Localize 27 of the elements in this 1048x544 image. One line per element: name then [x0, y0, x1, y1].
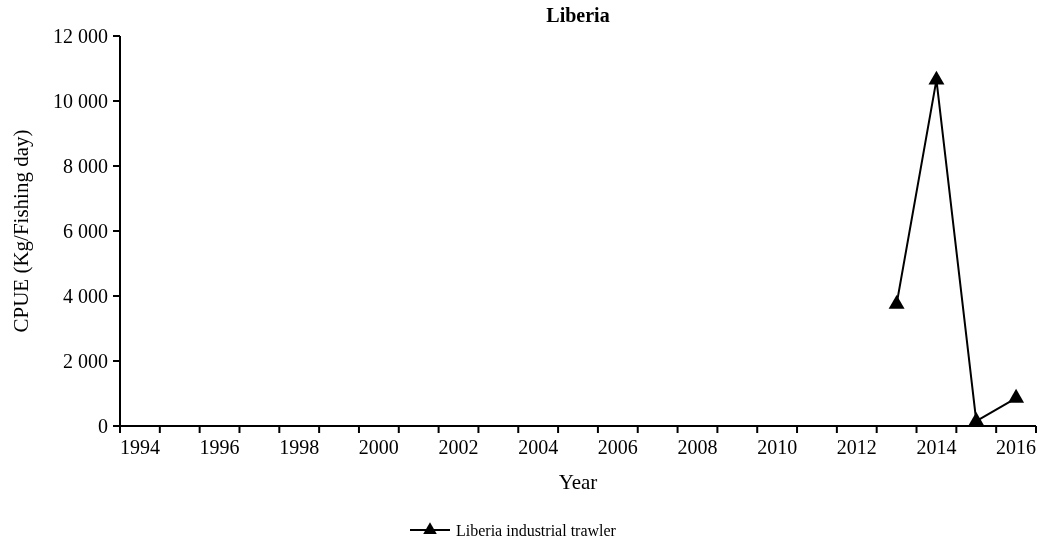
x-tick-label: 2002 [438, 436, 479, 458]
y-tick-label: 2 000 [63, 350, 108, 372]
legend-label: Liberia industrial trawler [456, 521, 617, 539]
x-tick-label: 1994 [119, 436, 160, 458]
x-tick-label: 2004 [518, 436, 559, 458]
point [888, 294, 905, 309]
x-tick-label: 2006 [597, 436, 638, 458]
x-tick-label: 2016 [996, 436, 1037, 458]
x-tick-label: 2008 [677, 436, 718, 458]
x-tick-label: 1998 [279, 436, 320, 458]
y-tick-label: 4 000 [63, 285, 108, 307]
y-tick-label: 8 000 [63, 155, 108, 177]
y-axis-title: CPUE (Kg/Fishing day) [9, 129, 33, 333]
y-tick-label: 12 000 [53, 25, 108, 47]
x-tick-label: 2010 [757, 436, 798, 458]
y-tick-label: 6 000 [63, 220, 108, 242]
chart-title: Liberia [546, 4, 610, 26]
point [1008, 388, 1025, 403]
y-tick-label: 0 [98, 415, 108, 437]
x-axis-title: Year [558, 470, 598, 494]
x-tick-label: 2014 [916, 436, 957, 458]
x-tick-label: 2012 [836, 436, 877, 458]
point [928, 70, 945, 85]
point [968, 411, 985, 426]
x-tick-label: 2000 [358, 436, 399, 458]
x-tick-label: 1996 [199, 436, 240, 458]
y-tick-label: 10 000 [53, 90, 108, 112]
